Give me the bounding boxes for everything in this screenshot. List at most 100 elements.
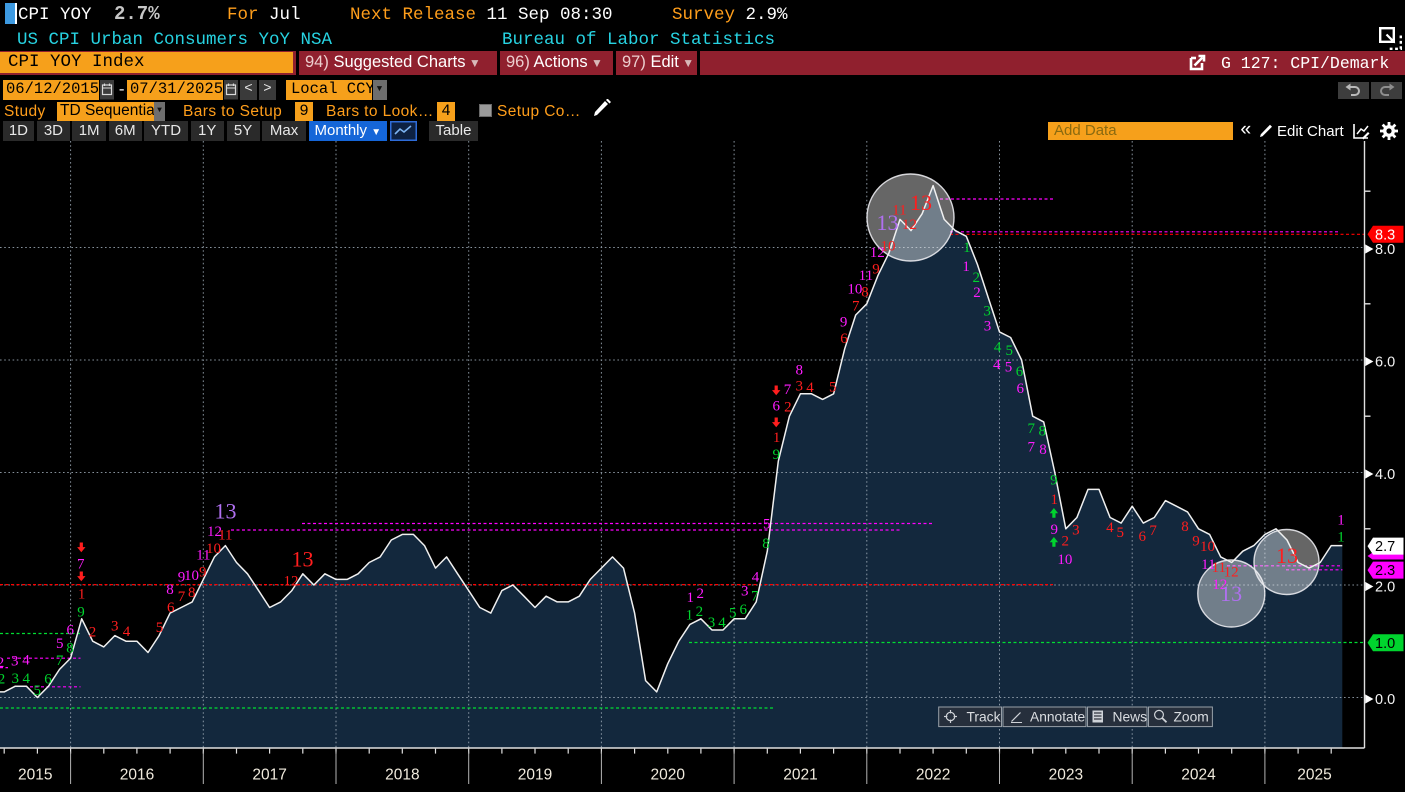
svg-text:1: 1 [687, 590, 695, 606]
svg-text:1: 1 [1051, 492, 1059, 508]
svg-text:10: 10 [847, 282, 862, 298]
svg-text:2.0: 2.0 [1375, 580, 1395, 596]
svg-text:1: 1 [773, 430, 781, 446]
svg-text:1: 1 [963, 240, 971, 256]
svg-text:3: 3 [111, 619, 119, 635]
svg-text:12: 12 [870, 245, 885, 261]
svg-text:2015: 2015 [18, 767, 52, 784]
svg-text:1: 1 [78, 587, 86, 603]
svg-text:3: 3 [795, 379, 803, 395]
svg-text:5: 5 [1006, 343, 1014, 359]
svg-text:11: 11 [218, 528, 232, 544]
svg-text:5: 5 [33, 683, 41, 699]
svg-text:2023: 2023 [1049, 767, 1083, 784]
svg-text:2: 2 [784, 400, 792, 416]
svg-text:2019: 2019 [518, 767, 552, 784]
svg-text:8: 8 [188, 585, 196, 601]
svg-text:1.0: 1.0 [1375, 636, 1395, 652]
svg-text:2: 2 [973, 285, 981, 301]
svg-text:9: 9 [1051, 522, 1059, 538]
svg-text:4: 4 [1106, 520, 1114, 536]
svg-text:4: 4 [123, 624, 131, 640]
svg-text:Zoom: Zoom [1174, 709, 1209, 724]
svg-text:5: 5 [156, 620, 164, 636]
svg-text:7: 7 [77, 557, 85, 573]
svg-text:4: 4 [994, 340, 1002, 356]
svg-text:8.0: 8.0 [1375, 242, 1395, 258]
svg-text:5: 5 [829, 380, 837, 396]
svg-text:10: 10 [206, 541, 221, 557]
svg-text:1: 1 [962, 259, 970, 275]
svg-text:Track: Track [967, 709, 1001, 724]
svg-text:4: 4 [23, 671, 31, 687]
svg-text:13: 13 [292, 547, 314, 572]
svg-text:10: 10 [1200, 539, 1215, 555]
svg-text:2: 2 [1062, 534, 1070, 550]
svg-text:5: 5 [1005, 360, 1013, 376]
svg-text:11: 11 [859, 268, 873, 284]
svg-text:5: 5 [1116, 525, 1124, 541]
svg-text:11: 11 [1201, 557, 1215, 573]
svg-text:2020: 2020 [651, 767, 686, 784]
svg-text:1: 1 [686, 608, 694, 624]
svg-text:7: 7 [751, 589, 759, 605]
svg-text:2024: 2024 [1181, 767, 1216, 784]
svg-text:6: 6 [44, 672, 52, 688]
svg-text:10: 10 [184, 568, 199, 584]
svg-text:2018: 2018 [385, 767, 419, 784]
svg-text:6: 6 [840, 331, 848, 347]
svg-text:2.7: 2.7 [1375, 539, 1395, 555]
svg-text:7: 7 [784, 382, 792, 398]
svg-text:9: 9 [1050, 473, 1058, 489]
svg-text:13: 13 [910, 190, 932, 215]
svg-text:7: 7 [56, 653, 64, 669]
svg-text:5: 5 [729, 606, 737, 622]
svg-text:8: 8 [795, 363, 803, 379]
svg-text:8: 8 [66, 641, 74, 657]
svg-text:11: 11 [892, 203, 906, 219]
svg-text:9: 9 [872, 262, 880, 278]
svg-text:8: 8 [1039, 442, 1047, 458]
svg-text:2: 2 [89, 625, 97, 641]
svg-text:3: 3 [11, 654, 19, 670]
svg-text:8: 8 [1181, 519, 1189, 535]
svg-text:2: 2 [0, 655, 4, 671]
svg-text:3: 3 [1072, 523, 1080, 539]
svg-text:1: 1 [1337, 530, 1345, 546]
svg-text:3: 3 [984, 319, 992, 335]
svg-text:5: 5 [56, 636, 64, 652]
svg-text:6: 6 [1016, 364, 1024, 380]
svg-text:2: 2 [696, 604, 704, 620]
svg-text:10: 10 [1057, 552, 1072, 568]
svg-text:2016: 2016 [120, 767, 154, 784]
svg-text:12: 12 [284, 574, 299, 590]
svg-text:8.3: 8.3 [1375, 227, 1395, 243]
svg-text:4: 4 [993, 357, 1001, 373]
svg-text:6: 6 [1017, 381, 1025, 397]
svg-text:13: 13 [1220, 581, 1242, 606]
svg-text:12: 12 [1212, 577, 1227, 593]
svg-text:2: 2 [697, 586, 705, 602]
svg-text:5: 5 [763, 517, 771, 533]
svg-text:9: 9 [77, 605, 85, 621]
svg-text:11: 11 [196, 548, 210, 564]
svg-text:7: 7 [1027, 440, 1035, 456]
svg-text:6: 6 [66, 623, 74, 639]
svg-text:10: 10 [881, 239, 896, 255]
svg-text:6: 6 [740, 602, 748, 618]
svg-text:9: 9 [1192, 534, 1200, 550]
svg-text:7: 7 [1149, 523, 1157, 539]
svg-text:6.0: 6.0 [1375, 355, 1395, 371]
svg-text:7: 7 [1027, 421, 1035, 437]
svg-text:8: 8 [1038, 424, 1046, 440]
svg-text:13: 13 [877, 210, 899, 235]
svg-text:12: 12 [207, 524, 222, 540]
svg-text:4: 4 [752, 570, 760, 586]
svg-text:2025: 2025 [1297, 767, 1331, 784]
svg-text:7: 7 [852, 299, 860, 315]
svg-text:3: 3 [708, 615, 716, 631]
svg-text:3: 3 [11, 671, 19, 687]
svg-text:6: 6 [1138, 529, 1146, 545]
svg-text:2021: 2021 [783, 767, 817, 784]
svg-text:Annotate: Annotate [1030, 709, 1086, 724]
